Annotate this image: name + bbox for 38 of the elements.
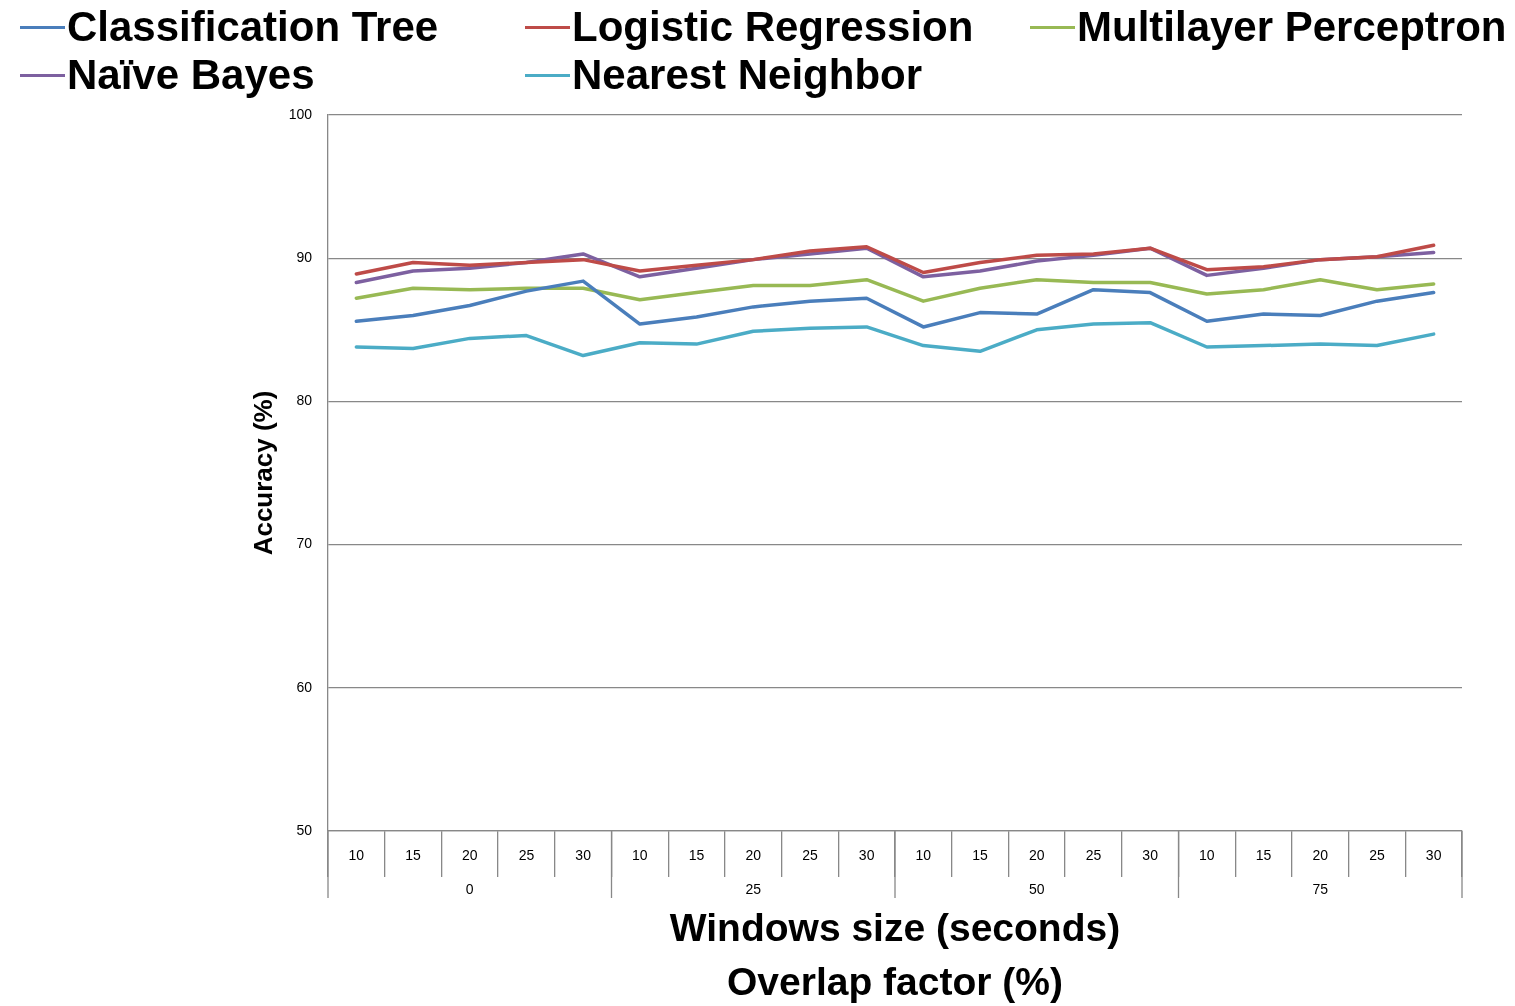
x-tick-label: 25 [518,847,535,864]
x-tick-label: 25 [802,847,818,864]
x2-tick-label: 75 [1312,881,1329,898]
y-tick-label: 80 [296,392,313,409]
x-tick-label: 10 [632,847,648,864]
x-tick-label: 20 [1312,847,1329,864]
x-axis-title: Windows size (seconds) [668,905,1122,951]
x-tick-label: 30 [1425,847,1442,864]
legend-label: Nearest Neighbor [572,51,923,99]
x-tick-label: 30 [858,847,875,864]
x-tick-label: 15 [972,847,989,864]
legend-label: Multilayer Perceptron [1077,3,1507,51]
y-axis-title: Accuracy (%) [247,390,278,556]
x-tick-label: 10 [915,847,932,864]
legend-label: Logistic Regression [572,3,974,51]
y-tick-label: 90 [296,249,313,266]
x-tick-label: 15 [688,847,705,864]
y-tick-label: 70 [296,535,313,552]
x-tick-label: 20 [461,847,478,864]
y-tick-label: 60 [296,678,313,695]
legend-label: Classification Tree [67,3,439,51]
x-tick-label: 25 [1085,847,1102,864]
x-tick-label: 15 [1255,847,1272,864]
x2-tick-label: 0 [465,881,474,898]
x2-tick-label: 50 [1028,881,1045,898]
y-tick-label: 100 [288,105,313,122]
x-tick-label: 15 [405,847,422,864]
x-tick-label: 25 [1369,847,1385,864]
legend-label: Naïve Bayes [67,51,315,99]
x-tick-label: 20 [745,847,762,864]
x-tick-label: 10 [1199,847,1215,864]
y-tick-label: 50 [296,821,313,838]
x-tick-label: 30 [1142,847,1159,864]
x2-axis-title: Overlap factor (%) [726,959,1064,1005]
x2-tick-label: 25 [745,881,762,898]
x-tick-label: 30 [575,847,592,864]
x-tick-label: 20 [1028,847,1045,864]
x-tick-label: 10 [348,847,365,864]
